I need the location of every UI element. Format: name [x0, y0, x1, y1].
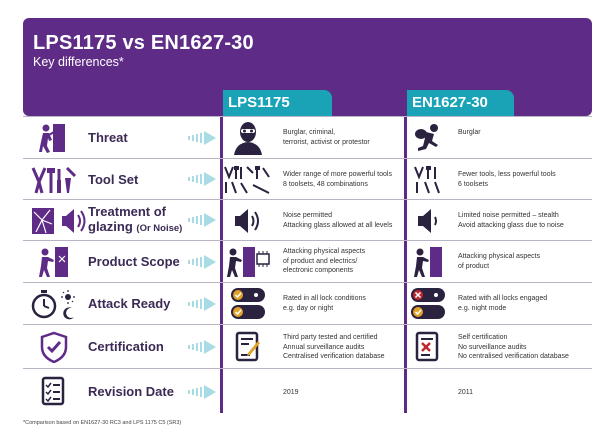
- text-line: e.g. day or night: [283, 304, 334, 312]
- text-line: Wider range of more powerful tools: [283, 171, 392, 178]
- col1-text-tool-set: Wider range of more powerful tools 8 too…: [283, 170, 433, 189]
- arrow-icon: [188, 255, 216, 269]
- text-line: Attacking physical aspects: [458, 253, 541, 260]
- row-attack-ready: Attack Ready Rated in all lock condition…: [23, 282, 592, 324]
- running-burglar-icon: [408, 120, 448, 156]
- person-attacking-door-icon: [23, 244, 85, 280]
- text-line: Self certification: [458, 334, 508, 341]
- attacking-door-electronics-icon: [223, 244, 273, 280]
- row-label-certification: Certification: [88, 339, 164, 354]
- row-revision-date: Revision Date 2019 2011: [23, 368, 592, 412]
- col2-text-attack-ready: Rated with all locks engaged e.g. night …: [458, 294, 593, 313]
- col1-text-threat: Burglar, criminal, terrorist, activist o…: [283, 128, 433, 147]
- text-line: Limited noise permitted – stealth: [458, 212, 559, 219]
- shield-check-icon: [23, 329, 85, 365]
- row-label-small: (Or Noise): [136, 223, 183, 234]
- row-label-line2: glazing: [88, 219, 133, 234]
- arrow-icon: [188, 340, 216, 354]
- loud-speaker-icon: [228, 203, 268, 238]
- arrow-icon: [188, 385, 216, 399]
- arrow-icon: [188, 172, 216, 186]
- text-line: Centralised verification database: [283, 353, 385, 360]
- row-certification: Certification Third party tested and cer…: [23, 324, 592, 368]
- row-product-scope: Product Scope Attacking physical aspects…: [23, 240, 592, 282]
- arrow-icon: [188, 297, 216, 311]
- cross-day-check-night-icon: [408, 286, 448, 322]
- text-line: Avoid attacking glass due to noise: [458, 221, 564, 229]
- footnote: *Comparison based on EN1627-30 RC3 and L…: [23, 420, 182, 426]
- quiet-speaker-icon: [408, 203, 448, 238]
- col1-text-revision-date: 2019: [283, 388, 433, 398]
- arrow-icon: [188, 213, 216, 227]
- text-line: Rated in all lock conditions: [283, 295, 366, 302]
- certificate-check-icon: [228, 329, 268, 365]
- text-line: e.g. night mode: [458, 304, 507, 312]
- text-line: terrorist, activist or protestor: [283, 138, 370, 146]
- column-header-en1627: EN1627-30: [404, 90, 514, 116]
- text-line: Fewer tools, less powerful tools: [458, 171, 556, 178]
- text-line: No centralised verification database: [458, 353, 569, 360]
- text-line: Burglar: [458, 129, 481, 136]
- page-subtitle: Key differences*: [33, 55, 124, 69]
- arrow-icon: [188, 131, 216, 145]
- col2-text-revision-date: 2011: [458, 388, 593, 398]
- balaclava-intruder-icon: [228, 120, 268, 156]
- text-line: of product and electrics/: [283, 257, 358, 265]
- text-line: Third party tested and certified: [283, 334, 378, 341]
- row-tool-set: Tool Set Wider range of more powerful to…: [23, 158, 592, 199]
- row-treatment-of-glazing: Treatment of glazing (Or Noise) Noise pe…: [23, 199, 592, 240]
- text-line: Annual surveillance audits: [283, 343, 365, 351]
- row-threat: Threat Burglar, criminal, terrorist, act…: [23, 116, 592, 158]
- col1-text-certification: Third party tested and certified Annual …: [283, 333, 433, 362]
- revision-year-lps1175: 2019: [283, 389, 299, 396]
- certificate-cross-icon: [408, 329, 448, 365]
- row-label-product-scope: Product Scope: [88, 254, 180, 269]
- col2-text-product-scope: Attacking physical aspects of product: [458, 252, 593, 271]
- text-line: Rated with all locks engaged: [458, 295, 548, 302]
- row-label-line1: Treatment of: [88, 204, 167, 219]
- text-line: 8 toolsets, 48 combinations: [283, 180, 368, 188]
- checklist-icon: [23, 374, 85, 408]
- text-line: Burglar, criminal,: [283, 129, 336, 136]
- text-line: Attacking physical aspects: [283, 248, 366, 255]
- many-tools-icon: [223, 162, 273, 197]
- row-label-tool-set: Tool Set: [88, 172, 139, 187]
- tools-icon: [23, 162, 85, 197]
- text-line: 6 toolsets: [458, 180, 488, 188]
- text-line: electronic components: [283, 267, 354, 274]
- col1-text-attack-ready: Rated in all lock conditions e.g. day or…: [283, 294, 433, 313]
- text-line: Noise permitted: [283, 212, 333, 219]
- column-line-en1627: [404, 90, 407, 413]
- col2-text-threat: Burglar: [458, 128, 593, 138]
- col2-text-tool-set: Fewer tools, less powerful tools 6 tools…: [458, 170, 593, 189]
- row-label-attack-ready: Attack Ready: [88, 296, 171, 311]
- attacking-door-icon: [408, 244, 448, 280]
- col1-text-product-scope: Attacking physical aspects of product an…: [283, 247, 433, 276]
- row-label-revision-date: Revision Date: [88, 384, 174, 399]
- page-title: LPS1175 vs EN1627-30: [33, 32, 254, 54]
- check-day-night-icon: [228, 286, 268, 322]
- stopwatch-day-night-icon: [23, 286, 87, 322]
- col2-text-certification: Self certification No surveillance audit…: [458, 333, 593, 362]
- col2-text-treatment: Limited noise permitted – stealth Avoid …: [458, 211, 593, 230]
- text-line: No surveillance audits: [458, 343, 527, 351]
- text-line: Attacking glass allowed at all levels: [283, 221, 393, 229]
- few-tools-icon: [408, 162, 448, 197]
- burglar-breaking-door-icon: [23, 120, 85, 156]
- text-line: of product: [458, 262, 490, 270]
- column-line-lps1175: [220, 90, 223, 413]
- broken-glass-speaker-icon: [23, 203, 95, 238]
- revision-year-en1627: 2011: [458, 389, 474, 396]
- col1-text-treatment: Noise permitted Attacking glass allowed …: [283, 211, 433, 230]
- row-label-treatment: Treatment of glazing (Or Noise): [88, 204, 182, 236]
- column-header-lps1175: LPS1175: [220, 90, 332, 116]
- row-label-threat: Threat: [88, 130, 128, 145]
